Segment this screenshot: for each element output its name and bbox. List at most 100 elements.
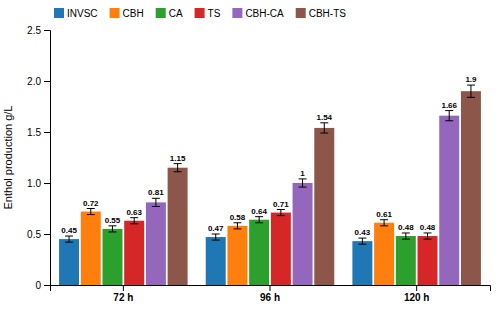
legend-label: CBH	[123, 8, 144, 19]
x-tick-mark	[123, 285, 124, 291]
legend-label: TS	[208, 8, 221, 19]
series	[81, 209, 394, 286]
legend-label: INVSC	[67, 8, 98, 19]
data-label: 1.66	[441, 101, 457, 110]
data-label: 0.71	[273, 200, 289, 209]
series	[168, 85, 481, 285]
error-bar	[87, 209, 95, 215]
error-bar	[358, 238, 366, 244]
y-tick-label: 1.5	[27, 127, 41, 138]
x-tick: 72 h	[113, 285, 133, 303]
bar	[249, 220, 269, 285]
bar	[59, 239, 79, 285]
data-label: 0.72	[83, 199, 99, 208]
y-tick-label: 2.5	[27, 25, 41, 36]
data-label: 0.48	[398, 223, 414, 232]
bar	[293, 183, 313, 285]
data-label: 0.64	[251, 207, 267, 216]
data-label: 0.47	[208, 224, 224, 233]
data-label: 0.61	[376, 210, 392, 219]
x-tick: 120 h	[404, 285, 430, 303]
data-label: 0.45	[61, 226, 77, 235]
bar	[439, 116, 459, 285]
bar	[124, 221, 144, 285]
bar	[227, 226, 247, 285]
data-label: 0.48	[420, 223, 436, 232]
bars	[59, 85, 481, 285]
y-tick: 0	[35, 280, 50, 291]
error-bar	[380, 220, 388, 226]
data-label: 0.43	[355, 228, 371, 237]
data-label: 0.58	[230, 213, 246, 222]
x-tick-label: 96 h	[260, 292, 280, 303]
error-bar	[402, 233, 410, 239]
data-label: 1	[300, 169, 305, 178]
bar	[206, 237, 226, 285]
bar	[461, 91, 481, 285]
data-labels: 0.45 0.47 0.43 0.72 0.58 0.61 0.55 0.64 0.48 0.63…	[61, 75, 477, 237]
data-label: 0.81	[148, 188, 164, 197]
bar	[81, 212, 101, 285]
legend-item: CBH	[110, 8, 144, 19]
y-tick: 2.5	[27, 25, 50, 36]
y-tick-mark	[44, 285, 50, 286]
bar	[396, 236, 416, 285]
legend-item: INVSC	[54, 8, 98, 19]
error-bar	[108, 226, 116, 232]
legend-item: CA	[156, 8, 183, 19]
series	[146, 111, 459, 285]
bar	[418, 236, 438, 285]
legend-label: CBH-CA	[245, 8, 284, 19]
y-tick-mark	[44, 132, 50, 133]
y-tick-mark	[44, 81, 50, 82]
legend-item: CBH-TS	[296, 8, 347, 19]
bar	[374, 223, 394, 285]
y-axis: 0 0.5 1.0 1.5 2.0 2.5	[27, 25, 50, 291]
bar	[102, 229, 122, 285]
x-tick-label: 72 h	[113, 292, 133, 303]
legend-swatch	[296, 8, 306, 18]
y-tick: 2.0	[27, 76, 50, 87]
legend-swatch	[195, 8, 205, 18]
error-bar	[467, 85, 475, 97]
error-bar	[152, 198, 160, 206]
data-label: 1.15	[170, 154, 186, 163]
error-bar	[320, 123, 328, 133]
error-bar	[233, 223, 241, 229]
x-tick-mark	[416, 285, 417, 291]
bar	[314, 128, 334, 285]
chart: 0 0.5 1.0 1.5 2.0 2.5 72 h 96 h 120 h Enthol prod…	[0, 0, 500, 311]
y-tick-mark	[44, 183, 50, 184]
data-label: 1.9	[465, 75, 477, 84]
y-tick: 0.5	[27, 229, 50, 240]
legend-swatch	[110, 8, 120, 18]
x-tick-mark	[270, 285, 271, 291]
y-tick-mark	[44, 30, 50, 31]
error-bar	[212, 234, 220, 240]
error-bar	[255, 217, 263, 223]
error-bar	[277, 210, 285, 216]
x-tick-label: 120 h	[404, 292, 430, 303]
legend-swatch	[54, 8, 64, 18]
y-tick-label: 0	[35, 280, 41, 291]
y-tick-mark	[44, 234, 50, 235]
legend-label: CBH-TS	[309, 8, 347, 19]
x-tick: 96 h	[260, 285, 280, 303]
legend-item: TS	[195, 8, 221, 19]
error-bar	[299, 179, 307, 187]
y-axis-title: Enthol production g/L	[2, 106, 14, 210]
data-label: 0.63	[126, 208, 142, 217]
y-tick: 1.5	[27, 127, 50, 138]
bar	[352, 241, 372, 285]
x-axis: 72 h 96 h 120 h	[51, 285, 491, 303]
data-label: 0.55	[105, 216, 121, 225]
y-tick-label: 2.0	[27, 76, 41, 87]
bar	[146, 202, 166, 285]
y-tick: 1.0	[27, 178, 50, 189]
error-bar	[174, 164, 182, 172]
error-bar	[65, 236, 73, 242]
error-bar	[130, 218, 138, 224]
bar	[168, 168, 188, 285]
data-label: 1.54	[316, 113, 332, 122]
y-tick-label: 1.0	[27, 178, 41, 189]
